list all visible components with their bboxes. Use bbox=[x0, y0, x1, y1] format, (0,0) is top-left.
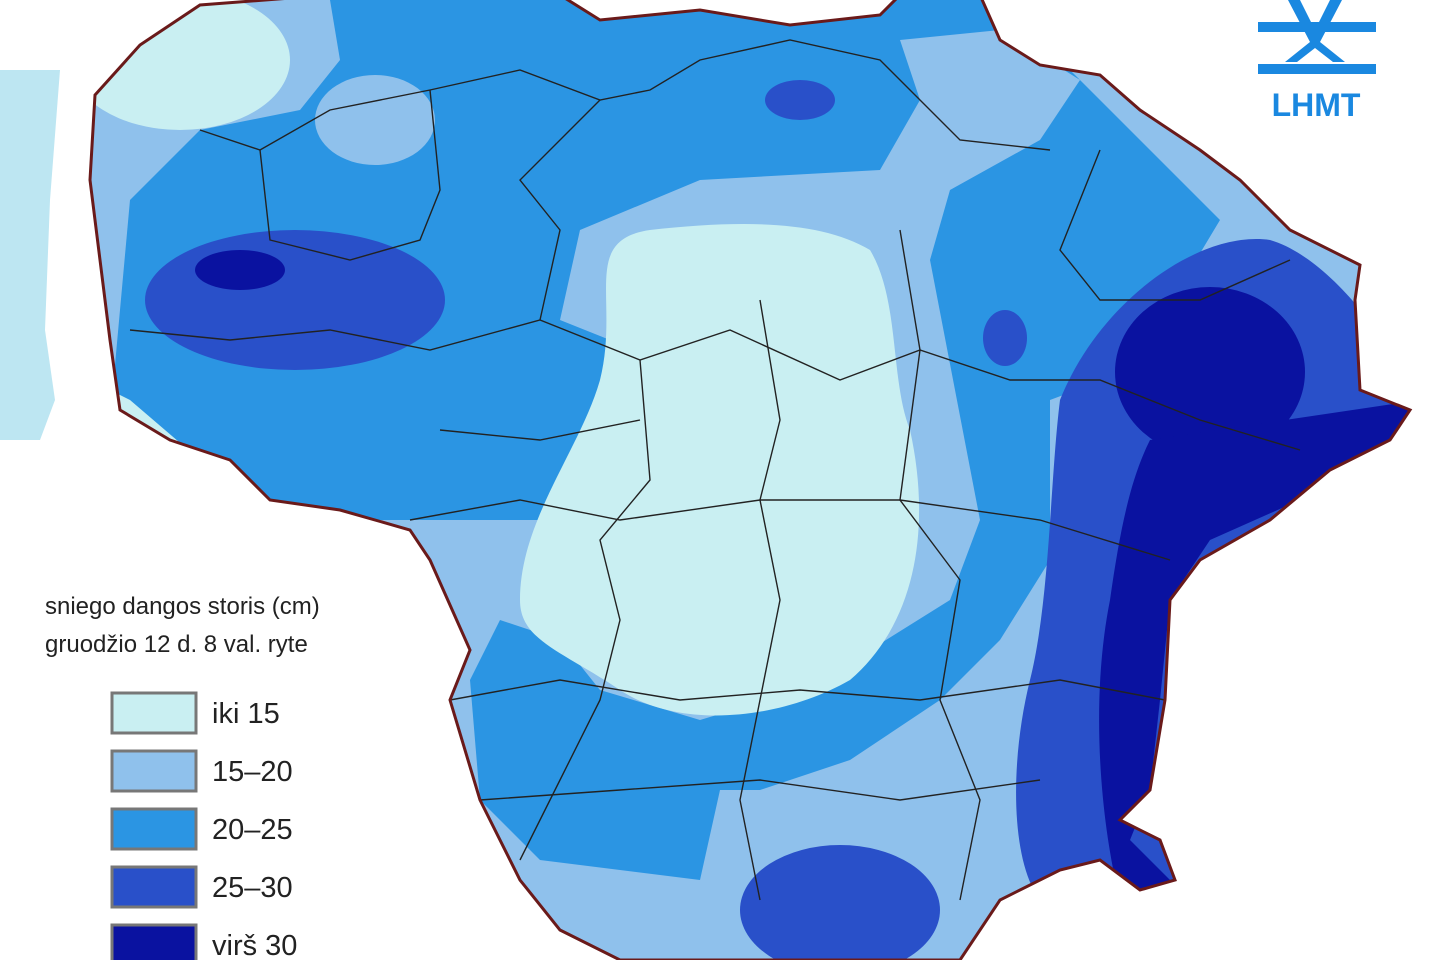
legend-label: 15–20 bbox=[212, 756, 293, 788]
legend-label: iki 15 bbox=[212, 698, 280, 730]
zone bbox=[740, 845, 940, 960]
zone bbox=[1099, 400, 1410, 900]
legend-swatch bbox=[110, 923, 198, 960]
legend-label: 25–30 bbox=[212, 872, 293, 904]
logo-icon bbox=[1285, 0, 1345, 62]
legend-label: virš 30 bbox=[212, 930, 297, 960]
legend-title: gruodžio 12 d. 8 val. ryte bbox=[45, 631, 308, 658]
legend-swatch bbox=[110, 749, 198, 793]
zone bbox=[983, 310, 1027, 366]
legend-title: sniego dangos storis (cm) bbox=[45, 593, 320, 620]
legend-label: 20–25 bbox=[212, 814, 293, 846]
zone bbox=[1115, 287, 1305, 457]
zone bbox=[520, 224, 920, 716]
logo: LHMT bbox=[1258, 0, 1376, 123]
legend: sniego dangos storis (cm) gruodžio 12 d.… bbox=[45, 593, 320, 960]
zone bbox=[315, 75, 435, 165]
zone bbox=[195, 250, 285, 290]
logo-bar bbox=[1258, 64, 1376, 74]
zone bbox=[145, 230, 445, 370]
sea bbox=[0, 70, 60, 440]
legend-swatch bbox=[110, 865, 198, 909]
logo-text: LHMT bbox=[1272, 87, 1361, 123]
legend-swatch bbox=[110, 807, 198, 851]
legend-swatch bbox=[110, 691, 198, 735]
district-borders bbox=[129, 39, 1301, 901]
zone bbox=[765, 80, 835, 120]
